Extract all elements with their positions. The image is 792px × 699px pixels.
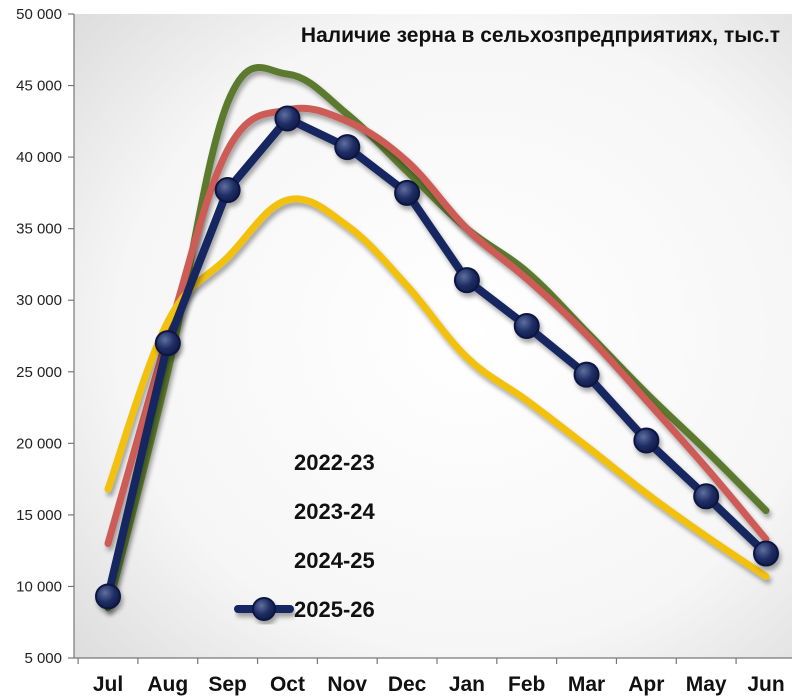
x-tick-label: Apr [628, 673, 664, 696]
y-tick-label: 50 000 [16, 6, 62, 23]
plot-background [74, 14, 792, 658]
y-tick-label: 10 000 [16, 578, 62, 595]
data-point [693, 483, 720, 510]
y-tick-label: 30 000 [16, 292, 62, 309]
y-tick-label: 20 000 [16, 435, 62, 452]
data-point [394, 179, 421, 206]
data-point [513, 312, 540, 339]
x-tick-label: May [686, 673, 727, 696]
series-line [104, 104, 770, 547]
y-tick-label: 40 000 [16, 149, 62, 166]
x-tick-label: Jan [449, 673, 485, 696]
data-point [274, 105, 301, 132]
data-point [334, 134, 361, 161]
x-tick-label: Mar [568, 673, 605, 696]
legend-label: 2022-23 [294, 450, 375, 475]
data-point [154, 330, 181, 357]
legend-marker [252, 597, 276, 621]
y-tick-label: 15 000 [16, 507, 62, 524]
y-tick-label: 5 000 [24, 650, 62, 667]
data-point [753, 540, 779, 567]
data-point [573, 361, 600, 388]
axes: 5 000 10 000 15 000 20 000 25 000 30 000 35 00… [16, 6, 792, 696]
data-point [95, 583, 121, 610]
x-tick-label: Jun [747, 673, 784, 696]
legend-label: 2023-24 [294, 499, 376, 524]
legend-label: 2024-25 [294, 548, 375, 573]
series-2024-25 [104, 195, 770, 580]
series-line [104, 114, 770, 601]
series-2025-26 [95, 105, 779, 610]
x-tick-label: Jul [93, 673, 123, 696]
x-tick-label: Dec [388, 673, 427, 696]
y-tick-label: 45 000 [16, 78, 62, 95]
x-tick-label: Oct [270, 673, 305, 696]
x-tick-label: Feb [508, 673, 545, 696]
y-tick-label: 35 000 [16, 221, 62, 238]
series-2023-24 [104, 104, 770, 547]
x-tick-label: Sep [208, 673, 247, 696]
series-line [104, 195, 770, 580]
legend: 2022-23 2023-24 2024-25 2025-26 [234, 450, 376, 622]
data-point [633, 427, 660, 454]
chart-title: Наличие зерна в сельхозпредприятиях, тыс… [301, 24, 780, 47]
y-tick-label: 25 000 [16, 364, 62, 381]
data-point [453, 267, 480, 294]
x-tick-label: Aug [147, 673, 188, 696]
data-point [214, 177, 241, 204]
legend-label: 2025-26 [294, 597, 375, 622]
series-lines [95, 63, 779, 612]
legend-item [234, 597, 294, 621]
x-tick-label: Nov [327, 673, 367, 696]
